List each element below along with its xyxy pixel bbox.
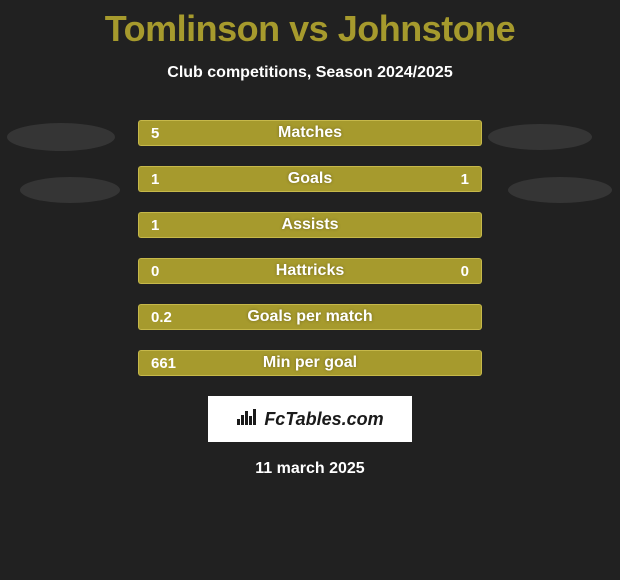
stat-value-left: 1 xyxy=(139,217,159,234)
stat-value-right: 1 xyxy=(461,171,481,188)
stat-row: 661 Min per goal xyxy=(0,350,620,376)
stat-value-left: 1 xyxy=(139,171,159,188)
player-left-name: Tomlinson xyxy=(105,8,280,49)
stat-value-left: 0 xyxy=(139,263,159,280)
stat-row: 1 1 Goals xyxy=(0,166,620,192)
stat-label: Hattricks xyxy=(276,262,344,280)
brand-text: FcTables.com xyxy=(264,409,383,430)
vs-word: vs xyxy=(289,8,328,49)
stat-row: 0.2 Goals per match xyxy=(0,304,620,330)
stat-label: Matches xyxy=(278,124,342,142)
stat-row: 0 0 Hattricks xyxy=(0,258,620,284)
subtitle: Club competitions, Season 2024/2025 xyxy=(0,64,620,82)
stat-label: Min per goal xyxy=(263,354,357,372)
stat-row: 5 Matches xyxy=(0,120,620,146)
brand-box: FcTables.com xyxy=(208,396,412,442)
stat-label: Goals per match xyxy=(247,308,372,326)
stat-value-left: 661 xyxy=(139,355,176,372)
stat-bar-left: 1 xyxy=(138,166,310,192)
date: 11 march 2025 xyxy=(0,460,620,478)
player-right-name: Johnstone xyxy=(338,8,516,49)
stat-value-right: 0 xyxy=(461,263,481,280)
stat-label: Assists xyxy=(282,216,339,234)
comparison-title: Tomlinson vs Johnstone xyxy=(0,0,620,50)
stat-value-left: 5 xyxy=(139,125,159,142)
stat-row: 1 Assists xyxy=(0,212,620,238)
stat-bar-right: 1 xyxy=(310,166,482,192)
stat-label: Goals xyxy=(288,170,332,188)
brand-chart-icon xyxy=(236,407,258,432)
stat-value-left: 0.2 xyxy=(139,309,172,326)
stats-chart: 5 Matches 1 1 Goals 1 Assists 0 0 Hattricks 0.2 Goa… xyxy=(0,120,620,376)
